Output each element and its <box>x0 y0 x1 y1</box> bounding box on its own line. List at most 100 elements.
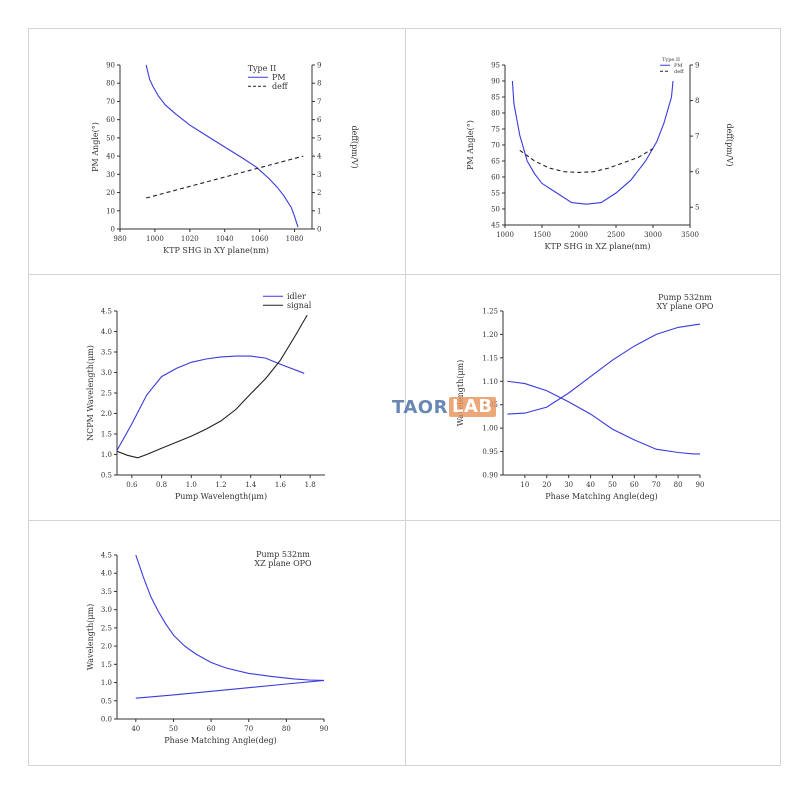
grid-divider-row-1 <box>28 274 781 275</box>
y-axis-label: Wavelength(μm) <box>86 604 95 671</box>
annotation-line-1: Pump 532nm <box>658 293 712 302</box>
x-tick-label: 40 <box>586 481 595 489</box>
chart-xz-plane-opo: 40 50 60 70 80 90 0.0 0.5 1.0 1.5 2.0 2.5 3.0 3.5 4.0 4… <box>86 550 329 745</box>
series-line-pm <box>511 80 674 205</box>
x-tick-label: 1.8 <box>305 481 316 489</box>
grid-divider-row-2 <box>28 520 781 521</box>
y2-tick-label: 5 <box>317 134 321 142</box>
x-tick-label: 50 <box>169 725 178 733</box>
x-tick-label: 1000 <box>496 231 514 239</box>
y-axis-label: PM Angle(°) <box>466 120 475 170</box>
y-tick-label: 70 <box>491 142 500 150</box>
y2-tick-label: 8 <box>317 80 321 88</box>
watermark-text-1: TAOR <box>392 396 448 418</box>
x-tick-label: 1040 <box>216 235 234 243</box>
watermark-text-2: LAB <box>448 397 496 417</box>
x-tick-label: 80 <box>674 481 683 489</box>
y-tick-label: 70 <box>106 98 115 106</box>
x-axis-label: KTP SHG in XY plane(nm) <box>163 246 269 255</box>
y-tick-label: 1.25 <box>482 308 498 316</box>
chart-ktp-shg-xy: 980 1000 1020 1040 1060 108001020304050607080… <box>91 62 359 256</box>
x-tick-label: 1020 <box>181 235 199 243</box>
x-tick-label: 40 <box>131 725 140 733</box>
y2-tick-label: 9 <box>317 62 321 70</box>
y-tick-label: 60 <box>106 116 115 124</box>
y2-tick-label: 9 <box>695 62 699 70</box>
x-tick-label: 3500 <box>681 231 699 239</box>
x-axis-label: Pump Wavelength(μm) <box>175 492 267 501</box>
y-tick-label: 3.0 <box>101 606 112 614</box>
y2-tick-label: 6 <box>317 116 322 124</box>
legend-label-pm: PM <box>272 73 286 82</box>
x-tick-label: 60 <box>630 481 639 489</box>
annotation-line-1: Pump 532nm <box>256 550 310 559</box>
y-tick-label: 1.15 <box>482 354 498 362</box>
series-line-2 <box>135 679 325 699</box>
y-tick-label: 4.0 <box>101 570 112 578</box>
y-tick-label: 1.0 <box>101 679 112 687</box>
y-tick-label: 95 <box>491 62 500 70</box>
series-line-deff <box>146 155 304 199</box>
x-tick-label: 70 <box>652 481 661 489</box>
x-tick-label: 1000 <box>146 235 164 243</box>
y-tick-label: 85 <box>491 94 500 102</box>
y2-tick-label: 2 <box>317 189 321 197</box>
y-tick-label: 1.20 <box>482 331 498 339</box>
y2-tick-label: 6 <box>695 168 700 176</box>
y-tick-label: 50 <box>491 206 500 214</box>
y-tick-label: 75 <box>491 126 500 134</box>
chart-xy-plane-opo: 1020304050607080900.900.951.001.051.101.… <box>456 293 714 501</box>
y-tick-label: 0.5 <box>101 472 112 480</box>
x-tick-label: 1.6 <box>275 481 287 489</box>
y-tick-label: 60 <box>491 174 500 182</box>
y-tick-label: 4.0 <box>101 328 112 336</box>
figure-grid <box>28 28 781 766</box>
x-tick-label: 60 <box>207 725 216 733</box>
x-tick-label: 2000 <box>570 231 588 239</box>
x-tick-label: 3000 <box>644 231 662 239</box>
series-line-1 <box>135 554 325 681</box>
legend-label-idler: idler <box>287 292 306 301</box>
y-tick-label: 0.95 <box>482 448 498 456</box>
y-tick-label: 65 <box>491 158 500 166</box>
y-tick-label: 10 <box>106 207 115 215</box>
y2-axis-label: deff(pm/V) <box>350 126 359 169</box>
y-tick-label: 30 <box>106 171 115 179</box>
x-tick-label: 0.6 <box>126 481 138 489</box>
x-tick-label: 90 <box>696 481 705 489</box>
x-tick-label: 1500 <box>533 231 551 239</box>
x-tick-label: 2500 <box>607 231 625 239</box>
y-tick-label: 45 <box>491 222 500 230</box>
y-tick-label: 55 <box>491 190 500 198</box>
watermark-logo: TAOR LAB <box>392 396 532 418</box>
y-tick-label: 1.10 <box>482 378 498 386</box>
y-tick-label: 0.5 <box>101 697 112 705</box>
y-tick-label: 50 <box>106 134 115 142</box>
x-axis-label: Phase Matching Angle(deg) <box>164 736 276 745</box>
y-tick-label: 80 <box>491 110 500 118</box>
y-tick-label: 4.5 <box>101 308 112 316</box>
series-line-idler <box>116 355 305 451</box>
series-line-1 <box>507 380 700 455</box>
legend-label-deff: deff <box>272 82 289 91</box>
x-tick-label: 20 <box>542 481 551 489</box>
chart-ktp-shg-xz: 1000 1500 2000 2500 3000 3500 45 50 55 60 65 70 75 80… <box>466 57 734 251</box>
x-tick-label: 90 <box>320 725 329 733</box>
y-tick-label: 1.5 <box>101 431 112 439</box>
y-tick-label: 2.0 <box>101 643 112 651</box>
y-tick-label: 4.5 <box>101 552 112 560</box>
y-tick-label: 2.0 <box>101 410 112 418</box>
x-tick-label: 70 <box>244 725 253 733</box>
legend-title: Type II <box>248 64 277 73</box>
annotation-line-2: XZ plane OPO <box>254 559 312 568</box>
annotation-line-2: XY plane OPO <box>657 302 714 311</box>
y2-tick-label: 4 <box>317 153 322 161</box>
y-axis-label: Wavelength(μm) <box>456 360 465 427</box>
x-tick-label: 1060 <box>251 235 269 243</box>
y-tick-label: 0 <box>111 226 115 234</box>
y-tick-label: 90 <box>491 78 500 86</box>
y-tick-label: 90 <box>106 62 115 70</box>
y-axis-label: PM Angle(°) <box>91 122 100 172</box>
grid-divider-vertical <box>405 28 406 766</box>
y-tick-label: 40 <box>106 153 115 161</box>
